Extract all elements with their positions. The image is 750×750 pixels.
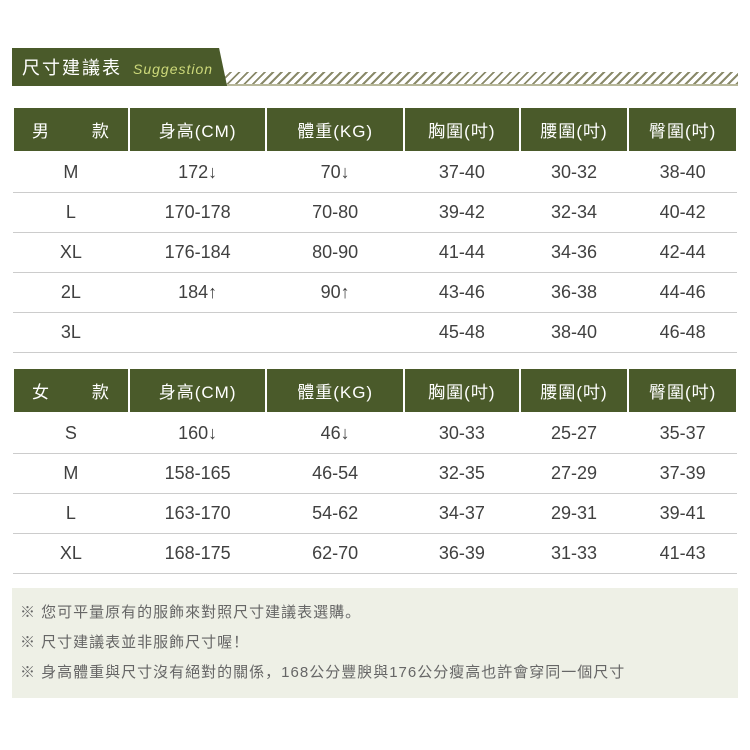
data-cell <box>266 313 404 353</box>
data-cell: 37-40 <box>404 152 520 193</box>
data-cell: 29-31 <box>520 494 629 534</box>
data-cell: 46-48 <box>628 313 737 353</box>
data-cell: 176-184 <box>129 233 267 273</box>
table-row: M172↓70↓37-4030-3238-40 <box>13 152 737 193</box>
data-cell: 34-36 <box>520 233 629 273</box>
data-cell: 170-178 <box>129 193 267 233</box>
note-line: 尺寸建議表並非服飾尺寸喔！ <box>20 628 730 658</box>
data-cell: 44-46 <box>628 273 737 313</box>
data-cell: 160↓ <box>129 413 267 454</box>
tables-container: 男 款身高(CM)體重(KG)胸圍(吋)腰圍(吋)臀圍(吋)M172↓70↓37… <box>12 106 738 574</box>
table-row: L170-17870-8039-4232-3440-42 <box>13 193 737 233</box>
column-header: 體重(KG) <box>266 368 404 413</box>
column-header-size: 男 款 <box>13 107 129 152</box>
notes-box: 您可平量原有的服飾來對照尺寸建議表選購。尺寸建議表並非服飾尺寸喔！身高體重與尺寸… <box>12 588 738 698</box>
column-header: 腰圍(吋) <box>520 368 629 413</box>
data-cell: 40-42 <box>628 193 737 233</box>
data-cell: 62-70 <box>266 534 404 574</box>
data-cell: 30-33 <box>404 413 520 454</box>
column-header: 身高(CM) <box>129 107 267 152</box>
table-row: S160↓46↓30-3325-2735-37 <box>13 413 737 454</box>
data-cell: 54-62 <box>266 494 404 534</box>
data-cell: 70-80 <box>266 193 404 233</box>
size-cell: L <box>13 494 129 534</box>
table-row: XL176-18480-9041-4434-3642-44 <box>13 233 737 273</box>
size-table-0: 男 款身高(CM)體重(KG)胸圍(吋)腰圍(吋)臀圍(吋)M172↓70↓37… <box>12 106 738 353</box>
table-row: 2L184↑90↑43-4636-3844-46 <box>13 273 737 313</box>
table-row: L163-17054-6234-3729-3139-41 <box>13 494 737 534</box>
data-cell: 41-44 <box>404 233 520 273</box>
size-cell: S <box>13 413 129 454</box>
column-header: 臀圍(吋) <box>628 368 737 413</box>
data-cell: 46↓ <box>266 413 404 454</box>
data-cell: 46-54 <box>266 454 404 494</box>
data-cell <box>129 313 267 353</box>
data-cell: 168-175 <box>129 534 267 574</box>
table-row: M158-16546-5432-3527-2937-39 <box>13 454 737 494</box>
data-cell: 163-170 <box>129 494 267 534</box>
column-header-size: 女 款 <box>13 368 129 413</box>
data-cell: 172↓ <box>129 152 267 193</box>
note-line: 身高體重與尺寸沒有絕對的關係，168公分豐腴與176公分瘦高也許會穿同一個尺寸 <box>20 658 730 688</box>
size-table-1: 女 款身高(CM)體重(KG)胸圍(吋)腰圍(吋)臀圍(吋)S160↓46↓30… <box>12 367 738 574</box>
size-cell: 2L <box>13 273 129 313</box>
title-main: 尺寸建議表 <box>22 58 122 78</box>
title-tab: 尺寸建議表 Suggestion <box>12 48 227 86</box>
size-cell: M <box>13 152 129 193</box>
table-row: 3L 45-4838-4046-48 <box>13 313 737 353</box>
column-header: 腰圍(吋) <box>520 107 629 152</box>
data-cell: 184↑ <box>129 273 267 313</box>
data-cell: 36-39 <box>404 534 520 574</box>
data-cell: 36-38 <box>520 273 629 313</box>
data-cell: 41-43 <box>628 534 737 574</box>
table-row: XL168-17562-7036-3931-3341-43 <box>13 534 737 574</box>
size-cell: XL <box>13 534 129 574</box>
size-cell: M <box>13 454 129 494</box>
column-header: 胸圍(吋) <box>404 107 520 152</box>
data-cell: 38-40 <box>520 313 629 353</box>
data-cell: 32-34 <box>520 193 629 233</box>
data-cell: 90↑ <box>266 273 404 313</box>
size-cell: L <box>13 193 129 233</box>
data-cell: 43-46 <box>404 273 520 313</box>
data-cell: 42-44 <box>628 233 737 273</box>
data-cell: 32-35 <box>404 454 520 494</box>
data-cell: 70↓ <box>266 152 404 193</box>
data-cell: 30-32 <box>520 152 629 193</box>
column-header: 體重(KG) <box>266 107 404 152</box>
data-cell: 80-90 <box>266 233 404 273</box>
data-cell: 39-42 <box>404 193 520 233</box>
data-cell: 25-27 <box>520 413 629 454</box>
data-cell: 158-165 <box>129 454 267 494</box>
title-sub: Suggestion <box>133 61 213 77</box>
size-cell: 3L <box>13 313 129 353</box>
size-cell: XL <box>13 233 129 273</box>
column-header: 身高(CM) <box>129 368 267 413</box>
column-header: 胸圍(吋) <box>404 368 520 413</box>
data-cell: 34-37 <box>404 494 520 534</box>
column-header: 臀圍(吋) <box>628 107 737 152</box>
data-cell: 39-41 <box>628 494 737 534</box>
data-cell: 45-48 <box>404 313 520 353</box>
note-line: 您可平量原有的服飾來對照尺寸建議表選購。 <box>20 598 730 628</box>
data-cell: 38-40 <box>628 152 737 193</box>
data-cell: 35-37 <box>628 413 737 454</box>
section-title-bar: 尺寸建議表 Suggestion <box>12 50 738 86</box>
data-cell: 31-33 <box>520 534 629 574</box>
data-cell: 37-39 <box>628 454 737 494</box>
data-cell: 27-29 <box>520 454 629 494</box>
